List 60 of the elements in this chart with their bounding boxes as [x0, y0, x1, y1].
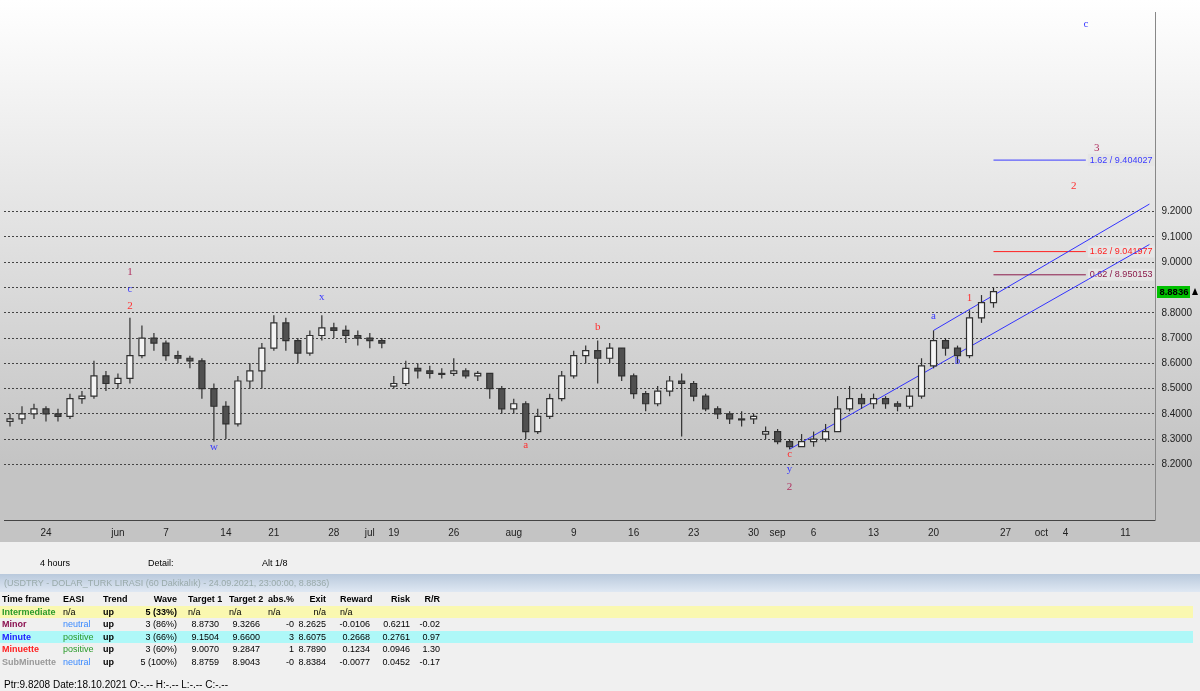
- annotation: c: [127, 281, 133, 294]
- x-tick-label: 26: [448, 526, 460, 538]
- text: Time frame EASI Trend Wave Target 1 Target 2 abs.% Exit Reward Risk R/R: [2, 594, 440, 604]
- y-tick-label: 8.6000: [1161, 357, 1193, 369]
- y-tick-label: 8.4000: [1161, 407, 1193, 419]
- annotation: c: [1083, 16, 1089, 29]
- x-tick-label: 23: [688, 526, 700, 538]
- x-tick-label: 27: [999, 526, 1012, 538]
- annotation: 3: [1093, 140, 1100, 153]
- y-tick-label: 8.5000: [1161, 382, 1193, 394]
- annotation: x: [319, 289, 326, 302]
- annotation: c: [787, 446, 793, 459]
- ref-line-label: 1.62 / 9.404027: [1089, 154, 1153, 165]
- x-tick-label: 13: [867, 526, 880, 538]
- x-tick-label: 9: [570, 526, 577, 538]
- y-tick-label: 9.2000: [1161, 205, 1193, 217]
- text: SubMinuette neutral up 5 (100%) 8.8759 8.9043 -0 8.8384 -0.0077 0.0452 -0.17: [2, 656, 440, 667]
- y-tick-label: 8.7000: [1161, 331, 1193, 343]
- annotation: a: [523, 437, 529, 450]
- x-tick-label: 19: [388, 526, 400, 538]
- x-tick-label: sep: [769, 526, 787, 538]
- y-tick-label: 9.1000: [1161, 230, 1193, 242]
- x-tick-label: 21: [268, 526, 280, 538]
- annotation: 8.8836: [1157, 285, 1191, 298]
- annotation: 1: [127, 264, 133, 277]
- annotation: 1: [966, 290, 973, 303]
- x-tick-label: jun: [110, 526, 125, 538]
- text: Minuette positive up 3 (60%) 9.0070 9.2847 1 8.7890 0.1234 0.0946 1.30: [2, 644, 440, 654]
- x-tick-label: 14: [220, 526, 232, 538]
- y-tick-label: 8.8000: [1161, 306, 1193, 318]
- x-tick-label: 24: [40, 526, 52, 538]
- text: Ptr:9.8208 Date:18.10.2021 O:-.-- H:-.-- L:-.-- C:-.--: [4, 679, 228, 690]
- annotation: 2: [1071, 178, 1077, 191]
- text: Intermediate n/a up 5 (33%) n/a n/a n/a n/a n/a: [2, 606, 353, 617]
- x-tick-label: 30: [748, 526, 760, 538]
- text: Detail:: [148, 558, 174, 568]
- x-tick-label: 28: [328, 526, 340, 538]
- annotation: 2: [786, 479, 793, 492]
- x-tick-label: 7: [163, 526, 170, 538]
- x-tick-label: 6: [810, 526, 817, 538]
- text: Minor neutral up 3 (86%) 8.8730 9.3266 -0 8.2625 -0.0106 0.6211 -0.02: [2, 619, 440, 629]
- x-tick-label: oct: [1034, 526, 1049, 538]
- text: Alt 1/8: [262, 558, 288, 568]
- annotation: b: [954, 353, 961, 366]
- annotation: b: [594, 319, 601, 332]
- text: 4 hours: [40, 558, 71, 568]
- x-tick-label: jul: [363, 526, 375, 538]
- y-tick-label: 8.3000: [1161, 432, 1193, 444]
- x-tick-label: 20: [927, 526, 940, 538]
- x-tick-label: 16: [628, 526, 640, 538]
- annotation: w: [209, 439, 218, 452]
- x-tick-label: 4: [1062, 526, 1069, 538]
- annotation: 2: [127, 298, 133, 311]
- y-tick-label: 9.0000: [1161, 255, 1193, 267]
- x-tick-label: aug: [505, 526, 523, 538]
- y-tick-label: 8.2000: [1161, 458, 1193, 470]
- annotation: a: [931, 308, 937, 321]
- annotation: y: [786, 461, 793, 474]
- text: Minute positive up 3 (66%) 9.1504 9.6600 3 8.6075 0.2668 0.2761 0.97: [2, 631, 440, 642]
- x-tick-label: 11: [1120, 526, 1132, 538]
